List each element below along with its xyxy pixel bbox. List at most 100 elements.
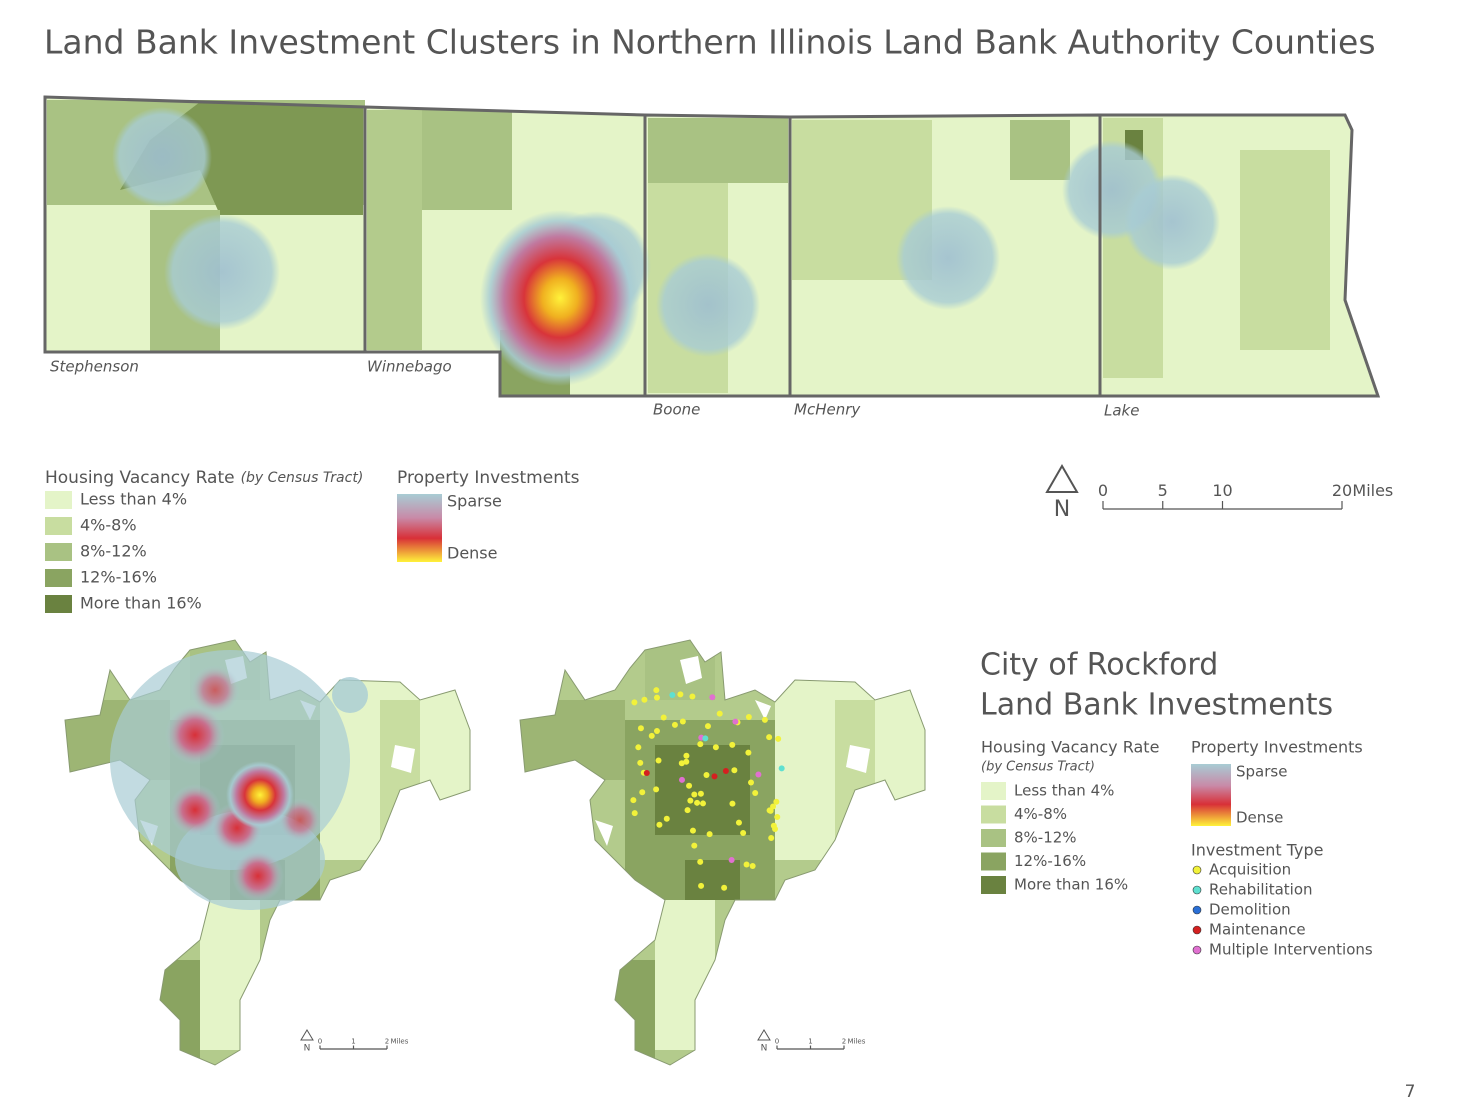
cluster — [190, 665, 240, 715]
legend-marker — [1192, 885, 1202, 895]
investment-point — [766, 807, 773, 814]
investment-point — [691, 842, 698, 849]
legend-label: Sparse — [1236, 763, 1287, 781]
investment-point — [686, 782, 693, 789]
legend-label: 12%-16% — [1014, 852, 1086, 870]
investment-point — [729, 800, 736, 807]
legend-title: Housing Vacancy Rate — [981, 738, 1159, 757]
investment-point — [729, 741, 736, 748]
legend-label: Demolition — [1209, 901, 1291, 919]
investment-point — [761, 716, 768, 723]
legend-swatch — [981, 852, 1006, 871]
tract — [367, 110, 422, 350]
investment-point — [773, 798, 780, 805]
investment-point — [745, 749, 752, 756]
scale-label: 0 — [775, 1037, 779, 1045]
legend-marker — [1192, 865, 1202, 875]
investment-point — [774, 813, 781, 820]
cluster — [164, 214, 280, 330]
investment-point — [689, 693, 696, 700]
tract — [1240, 150, 1330, 350]
cluster — [112, 107, 212, 207]
scale-unit: Miles — [848, 1037, 866, 1045]
county-label: Boone — [653, 401, 700, 419]
scale-label: 10 — [1212, 481, 1232, 500]
investment-point — [706, 831, 713, 838]
investment-point — [641, 696, 648, 703]
scale-label: 2 — [842, 1037, 846, 1045]
investment-point — [678, 776, 685, 783]
cluster — [232, 850, 284, 902]
legend-swatch — [45, 517, 72, 535]
page-number: 7 — [1405, 1082, 1416, 1102]
legend-label: 4%-8% — [1014, 805, 1067, 823]
legend-title: Property Investments — [1191, 738, 1363, 757]
cluster — [656, 253, 760, 357]
investment-point — [745, 714, 752, 721]
city-legend: City of Rockford Land Bank Investments Hou… — [980, 648, 1373, 959]
cluster — [1124, 174, 1220, 270]
heat-clusters — [110, 650, 368, 910]
legend-marker — [1192, 925, 1202, 935]
investment-point — [702, 735, 709, 742]
investment-point — [691, 791, 698, 798]
investment-point — [740, 830, 747, 837]
investment-point — [712, 744, 719, 751]
legend-swatch — [981, 876, 1006, 894]
legend-swatch — [981, 829, 1006, 847]
county-borders — [43, 95, 1381, 398]
investment-point — [653, 786, 660, 793]
city-shape — [505, 630, 935, 1070]
scale-unit: Miles — [391, 1037, 409, 1045]
legend-label: More than 16% — [1014, 876, 1128, 894]
scale-label: 0 — [318, 1037, 322, 1045]
investment-point — [772, 825, 779, 832]
rockford-heat-map — [50, 630, 480, 1070]
legend-swatch — [45, 569, 72, 587]
investment-point — [631, 810, 638, 817]
north-label: N — [304, 1044, 311, 1054]
investment-point — [748, 779, 755, 786]
county-label: Winnebago — [367, 358, 452, 376]
legend-subtitle: (by Census Tract) — [241, 470, 364, 486]
investment-point — [704, 723, 711, 730]
investment-point — [752, 789, 759, 796]
investment-point — [639, 789, 646, 796]
investment-point — [722, 768, 729, 775]
investment-point — [678, 760, 685, 767]
investment-point — [679, 718, 686, 725]
legend-label: Rehabilitation — [1209, 881, 1313, 899]
north-symbol — [300, 1029, 314, 1041]
legend-label: Acquisition — [1209, 861, 1291, 879]
investment-point — [731, 767, 738, 774]
investment-point — [716, 710, 723, 717]
panel-title: Land Bank Investments — [980, 688, 1333, 723]
legend-title: Property Investments — [397, 468, 580, 488]
legend-label: 12%-16% — [80, 568, 157, 587]
scale-label: 1 — [351, 1037, 355, 1045]
legend: Housing Vacancy Rate (by Census Tract) Les… — [45, 468, 580, 613]
legend-label: Maintenance — [1209, 921, 1306, 939]
investment-point — [697, 741, 704, 748]
title: Land Bank Investment Clusters in Norther… — [44, 23, 1376, 62]
legend-title: Investment Type — [1191, 841, 1323, 860]
investment-point — [631, 699, 638, 706]
scale-unit: Miles — [1352, 481, 1393, 500]
investment-point — [768, 834, 775, 841]
halo — [332, 677, 368, 713]
legend-swatch — [981, 805, 1006, 824]
legend-label: Less than 4% — [80, 490, 187, 509]
cluster — [226, 761, 294, 829]
investment-point — [697, 790, 704, 797]
investment-point — [735, 819, 742, 826]
tract — [648, 118, 788, 183]
region-map — [43, 95, 1381, 398]
tract — [422, 110, 512, 210]
investment-point — [755, 771, 762, 778]
legend-label: Sparse — [447, 492, 502, 511]
legend-label: Dense — [1236, 809, 1283, 827]
legend-title: Housing Vacancy Rate (by Census Tract) — [45, 468, 363, 488]
investment-point — [655, 757, 662, 764]
investment-point — [743, 861, 750, 868]
